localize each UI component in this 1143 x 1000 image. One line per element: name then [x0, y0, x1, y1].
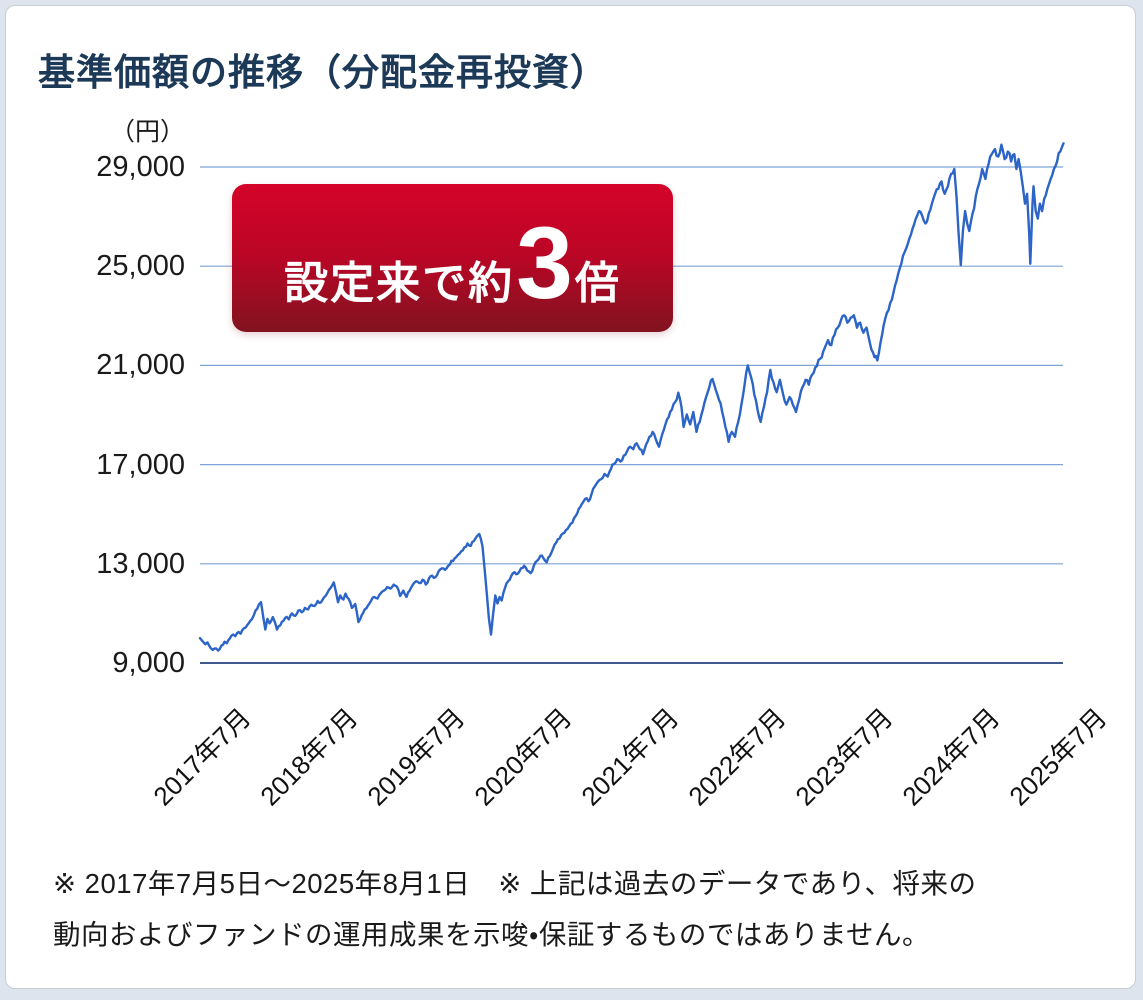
- badge-prefix: 設定来で約: [284, 259, 515, 308]
- performance-badge: 設定来で約 3 倍: [232, 184, 673, 332]
- page-title: 基準価額の推移（分配金再投資）: [38, 52, 608, 93]
- footnote-line-1: ※ 2017年7月5日～2025年8月1日 ※ 上記は過去のデータであり、将来の: [53, 868, 977, 899]
- y-tick-label: 17,000: [96, 448, 185, 481]
- y-axis-unit-label: （円）: [109, 118, 185, 146]
- y-tick-label: 9,000: [112, 647, 185, 679]
- footnote-line-2: 動向およびファンドの運用成果を示唆・保証するものではありません。: [53, 919, 931, 950]
- badge-suffix: 倍: [574, 259, 621, 308]
- y-tick-label: 25,000: [96, 250, 185, 283]
- footnote: ※ 2017年7月5日～2025年8月1日 ※ 上記は過去のデータであり、将来の…: [53, 858, 1113, 960]
- y-tick-label: 13,000: [96, 547, 185, 580]
- y-tick-label: 21,000: [96, 349, 185, 382]
- y-tick-label: 29,000: [96, 151, 185, 183]
- badge-multiplier: 3: [516, 206, 573, 320]
